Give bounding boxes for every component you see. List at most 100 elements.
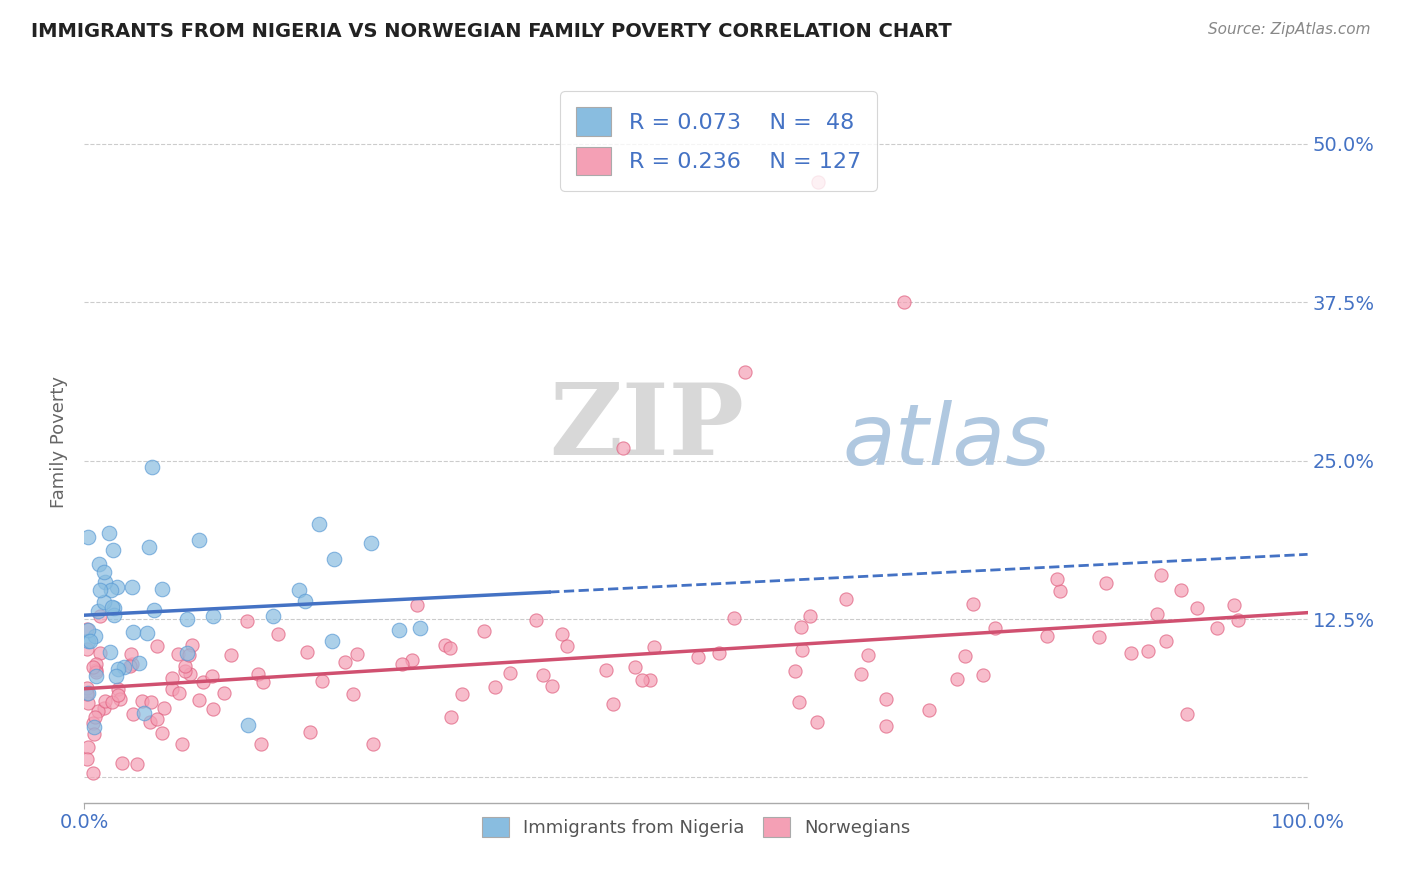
Point (166, 647, 188, 661)
Point (624, 660, 647, 674)
Point (288, 582, 311, 597)
Point (77, 697, 100, 711)
Point (77, 686, 100, 700)
Point (84, 665, 107, 679)
Point (631, 673, 654, 687)
Point (1150, 568, 1173, 582)
Point (82, 660, 104, 674)
Point (181, 638, 204, 652)
Point (153, 701, 176, 715)
Point (322, 552, 344, 566)
Point (388, 624, 411, 638)
Point (267, 627, 290, 641)
Point (87, 557, 110, 571)
Point (107, 681, 129, 696)
Point (299, 725, 322, 739)
Point (555, 639, 578, 653)
Point (139, 714, 162, 729)
Point (439, 640, 461, 655)
Point (132, 706, 155, 720)
Point (551, 627, 574, 641)
Point (723, 610, 745, 624)
Point (89, 646, 111, 660)
Point (150, 582, 173, 596)
Point (76, 739, 98, 754)
Point (146, 639, 169, 653)
Point (875, 719, 897, 733)
Point (174, 659, 197, 673)
Point (122, 625, 145, 640)
Point (76, 687, 98, 701)
Point (121, 580, 143, 594)
Point (541, 679, 564, 693)
Point (201, 668, 224, 682)
Point (83, 720, 105, 734)
Point (451, 687, 474, 701)
Point (1227, 613, 1250, 627)
Point (160, 681, 183, 696)
Point (84, 663, 107, 677)
Point (875, 691, 897, 706)
Point (249, 738, 271, 752)
Legend: Immigrants from Nigeria, Norwegians: Immigrants from Nigeria, Norwegians (474, 810, 918, 845)
Point (93, 694, 115, 708)
Point (146, 712, 169, 726)
Point (108, 692, 131, 706)
Point (1175, 707, 1198, 722)
Text: ZIP: ZIP (550, 378, 744, 475)
Point (311, 673, 333, 688)
Point (84, 657, 107, 672)
Point (141, 695, 163, 709)
Point (1206, 621, 1229, 635)
Point (212, 686, 235, 700)
Point (361, 737, 384, 751)
Point (77, 623, 100, 637)
Point (84, 669, 107, 683)
Point (125, 757, 148, 772)
Point (87, 604, 110, 618)
Point (612, 441, 634, 455)
Point (640, 673, 662, 687)
Point (120, 647, 142, 661)
Point (89, 608, 111, 623)
Point (107, 662, 129, 676)
Point (128, 656, 150, 670)
Point (1046, 572, 1069, 586)
Point (188, 533, 211, 547)
Point (118, 659, 141, 673)
Point (484, 681, 506, 695)
Point (83, 727, 105, 741)
Point (401, 653, 423, 667)
Point (294, 594, 316, 608)
Point (918, 703, 941, 717)
Point (1137, 644, 1160, 658)
Point (77, 634, 100, 648)
Point (98, 645, 121, 659)
Point (790, 620, 813, 634)
Point (787, 695, 810, 709)
Point (262, 609, 284, 624)
Point (1170, 582, 1192, 597)
Point (1088, 630, 1111, 644)
Point (84, 710, 107, 724)
Point (89, 583, 111, 598)
Point (176, 612, 198, 626)
Point (499, 666, 522, 681)
Point (342, 687, 364, 701)
Point (101, 695, 124, 709)
Point (141, 459, 163, 474)
Point (297, 645, 319, 659)
Point (335, 655, 357, 669)
Point (76, 622, 98, 636)
Point (76, 641, 98, 656)
Point (103, 542, 125, 557)
Point (1146, 607, 1168, 621)
Point (595, 663, 617, 677)
Point (122, 706, 145, 721)
Point (103, 601, 125, 615)
Point (1223, 598, 1246, 612)
Point (686, 650, 709, 665)
Point (360, 536, 382, 550)
Point (734, 365, 756, 379)
Point (1187, 601, 1209, 615)
